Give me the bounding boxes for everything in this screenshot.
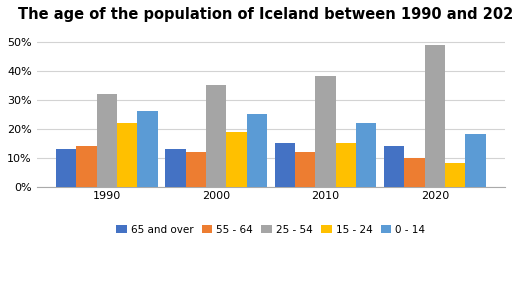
Bar — [226, 131, 247, 186]
Bar — [275, 143, 295, 186]
Bar — [424, 45, 445, 186]
Bar — [117, 123, 137, 186]
Bar — [445, 163, 465, 186]
Bar — [165, 149, 186, 186]
Bar — [404, 158, 424, 186]
Bar — [206, 85, 226, 186]
Bar — [356, 123, 376, 186]
Bar — [137, 111, 158, 186]
Bar — [97, 94, 117, 186]
Bar — [335, 143, 356, 186]
Bar — [465, 135, 485, 186]
Bar — [315, 76, 335, 186]
Bar — [186, 152, 206, 186]
Bar — [76, 146, 97, 186]
Bar — [384, 146, 404, 186]
Legend: 65 and over, 55 - 64, 25 - 54, 15 - 24, 0 - 14: 65 and over, 55 - 64, 25 - 54, 15 - 24, … — [112, 220, 430, 239]
Bar — [295, 152, 315, 186]
Bar — [56, 149, 76, 186]
Title: The age of the population of Iceland between 1990 and 2020: The age of the population of Iceland bet… — [18, 7, 512, 22]
Bar — [247, 114, 267, 186]
